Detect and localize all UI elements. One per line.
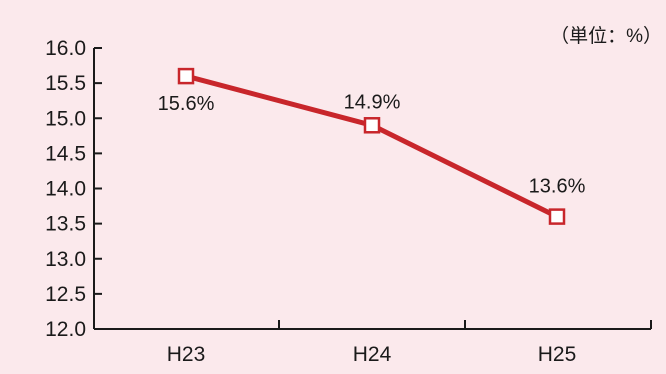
markers-group (177, 67, 566, 225)
x-tick-label: H25 (538, 343, 577, 366)
data-point-marker (548, 208, 566, 225)
data-labels-group: 15.6% 14.9% 13.6% (158, 91, 586, 197)
data-label: 14.9% (344, 91, 401, 113)
x-tick-label: H24 (353, 343, 392, 366)
y-tick-label: 16.0 (45, 37, 86, 60)
data-label: 13.6% (529, 176, 586, 198)
y-tick-label: 14.0 (45, 178, 86, 201)
y-tick-label: 15.5 (45, 72, 86, 95)
data-point-marker (177, 67, 195, 85)
x-axis-ticks: H23 H24 H25 (167, 320, 652, 366)
y-tick-label: 15.0 (45, 107, 86, 130)
y-tick-label: 13.5 (45, 213, 86, 236)
y-tick-label: 14.5 (45, 142, 86, 165)
x-tick-label: H23 (167, 343, 206, 366)
data-point-marker (363, 117, 381, 134)
unit-label: （単位：%） (550, 25, 662, 47)
y-tick-label: 12.0 (45, 318, 86, 341)
y-tick-label: 12.5 (45, 283, 86, 306)
y-axis-ticks: 16.0 15.5 15.0 14.5 14.0 13.5 13.0 12.5 12.0 (45, 37, 102, 341)
y-tick-label: 13.0 (45, 248, 86, 271)
data-label: 15.6% (158, 93, 215, 115)
